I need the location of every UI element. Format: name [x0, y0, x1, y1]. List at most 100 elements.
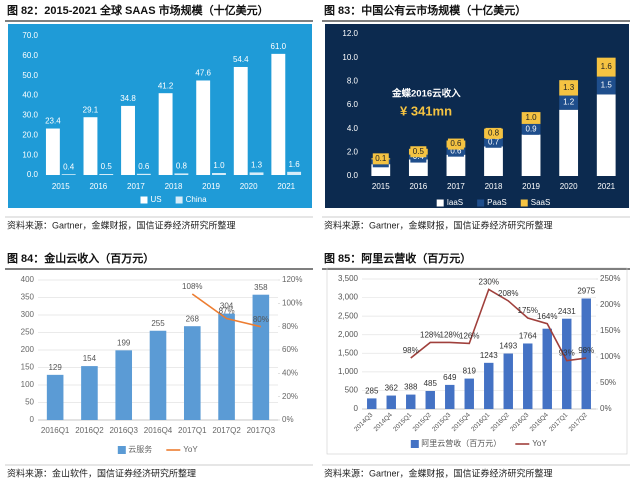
y-tick-label: 10.0 — [342, 53, 358, 62]
x-tick-label: 2019 — [202, 182, 220, 191]
value-label: 485 — [424, 379, 438, 388]
x-tick-label: 2017Q1 — [548, 411, 570, 433]
y-tick-label: 60.0 — [22, 51, 38, 60]
y-tick-label: 150 — [21, 363, 35, 372]
value-label-box — [372, 153, 389, 165]
x-tick-label: 2017Q2 — [212, 426, 241, 435]
legend-label: SaaS — [531, 198, 551, 207]
source: 资料来源：Gartner，金蝶财报，国信证券经济研究所整理 — [7, 219, 236, 230]
x-tick-label: 2016Q1 — [41, 426, 70, 435]
value-label-box — [560, 97, 577, 109]
y-tick-label: 3,500 — [338, 274, 359, 283]
figure-title: 图 85：阿里云营收（百万元） — [324, 251, 471, 265]
bar — [158, 93, 173, 175]
bar — [136, 173, 151, 175]
legend-swatch — [477, 199, 485, 207]
x-tick-label: 2015 — [52, 182, 70, 191]
bar — [218, 313, 235, 420]
value-label: 1243 — [480, 351, 498, 360]
bar — [562, 318, 572, 409]
y-tick-label: 250 — [21, 328, 35, 337]
legend-swatch — [117, 446, 126, 454]
annotation: 金蝶2016云收入 — [391, 88, 461, 100]
y2-tick-label: 100% — [600, 352, 620, 361]
value-label: 23.4 — [45, 117, 61, 126]
bar — [149, 330, 167, 420]
y-tick-label: 0.0 — [347, 171, 359, 180]
y2-tick-label: 60% — [282, 345, 298, 354]
x-tick-label: 2015Q4 — [451, 411, 473, 433]
bar — [99, 174, 114, 175]
y-tick-label: 1,500 — [338, 348, 359, 357]
y2-tick-label: 80% — [282, 322, 298, 331]
legend-label: China — [186, 195, 207, 204]
x-tick-label: 2016Q3 — [509, 411, 531, 433]
y-tick-label: 0 — [30, 415, 35, 424]
value-label: 362 — [385, 384, 399, 393]
x-tick-label: 2015 — [372, 182, 390, 191]
legend-label: PaaS — [487, 198, 507, 207]
value-label: 0.8 — [176, 162, 188, 171]
y-tick-label: 3,000 — [338, 293, 359, 302]
x-tick-label: 2016Q2 — [75, 426, 104, 435]
value-label: 649 — [443, 373, 457, 382]
y2-tick-label: 200% — [600, 300, 620, 309]
value-label: 388 — [404, 383, 418, 392]
bar — [115, 350, 133, 420]
y-tick-label: 6.0 — [347, 100, 359, 109]
bar — [406, 394, 416, 409]
bar-segment — [408, 159, 428, 176]
legend-label: IaaS — [447, 198, 463, 207]
value-label: 98% — [578, 346, 594, 355]
legend-label: YoY — [183, 445, 198, 454]
legend: IaaS PaaS SaaS — [436, 198, 551, 207]
value-label: 1.3 — [251, 161, 263, 170]
value-label: 0.5 — [413, 147, 425, 156]
bar — [46, 374, 64, 420]
bar — [523, 343, 533, 409]
x-tick-label: 2015Q1 — [392, 411, 414, 433]
legend-label: YoY — [532, 439, 547, 448]
bar-segment — [521, 134, 541, 176]
value-label-box — [485, 127, 502, 139]
y-tick-label: 70.0 — [22, 31, 38, 40]
value-label-box — [523, 112, 540, 124]
y-tick-label: 50.0 — [22, 71, 38, 80]
value-label: 199 — [117, 338, 131, 347]
legend-swatch — [436, 199, 444, 207]
x-tick-label: 2017Q2 — [568, 411, 590, 433]
value-label: 1.6 — [289, 160, 301, 169]
y-tick-label: 2,000 — [338, 330, 359, 339]
x-tick-label: 2016Q2 — [490, 411, 512, 433]
y2-tick-label: 120% — [282, 275, 302, 284]
bar — [287, 171, 302, 175]
legend-swatch — [410, 440, 419, 448]
value-label-box — [410, 146, 427, 158]
value-label: 41.2 — [158, 81, 174, 90]
bar — [121, 105, 135, 175]
legend: 阿里云营收（百万元） YoY — [410, 438, 547, 448]
value-label: 54.4 — [233, 55, 249, 64]
value-label-box — [485, 136, 502, 148]
legend-swatch — [175, 196, 183, 204]
value-label-box — [598, 61, 615, 73]
legend-swatch — [140, 196, 148, 204]
y-tick-label: 20.0 — [22, 130, 38, 139]
bar — [83, 117, 98, 175]
y-tick-label: 30.0 — [22, 111, 38, 120]
value-label: 208% — [498, 289, 518, 298]
x-tick-label: 2016Q4 — [144, 426, 173, 435]
line-series — [410, 288, 587, 362]
y-tick-label: 4.0 — [347, 124, 359, 133]
bar-segment — [596, 94, 616, 176]
value-label: 230% — [479, 278, 499, 287]
source: 资料来源：Gartner，金蝶财报，国信证券经济研究所整理 — [324, 467, 553, 478]
value-label: 255 — [151, 319, 165, 328]
bar — [45, 128, 60, 175]
value-label: 164% — [537, 312, 557, 321]
y-tick-label: 0.0 — [27, 170, 39, 179]
y-tick-label: 40.0 — [22, 91, 38, 100]
value-label: 358 — [254, 283, 268, 292]
x-tick-label: 2016Q1 — [470, 411, 492, 433]
